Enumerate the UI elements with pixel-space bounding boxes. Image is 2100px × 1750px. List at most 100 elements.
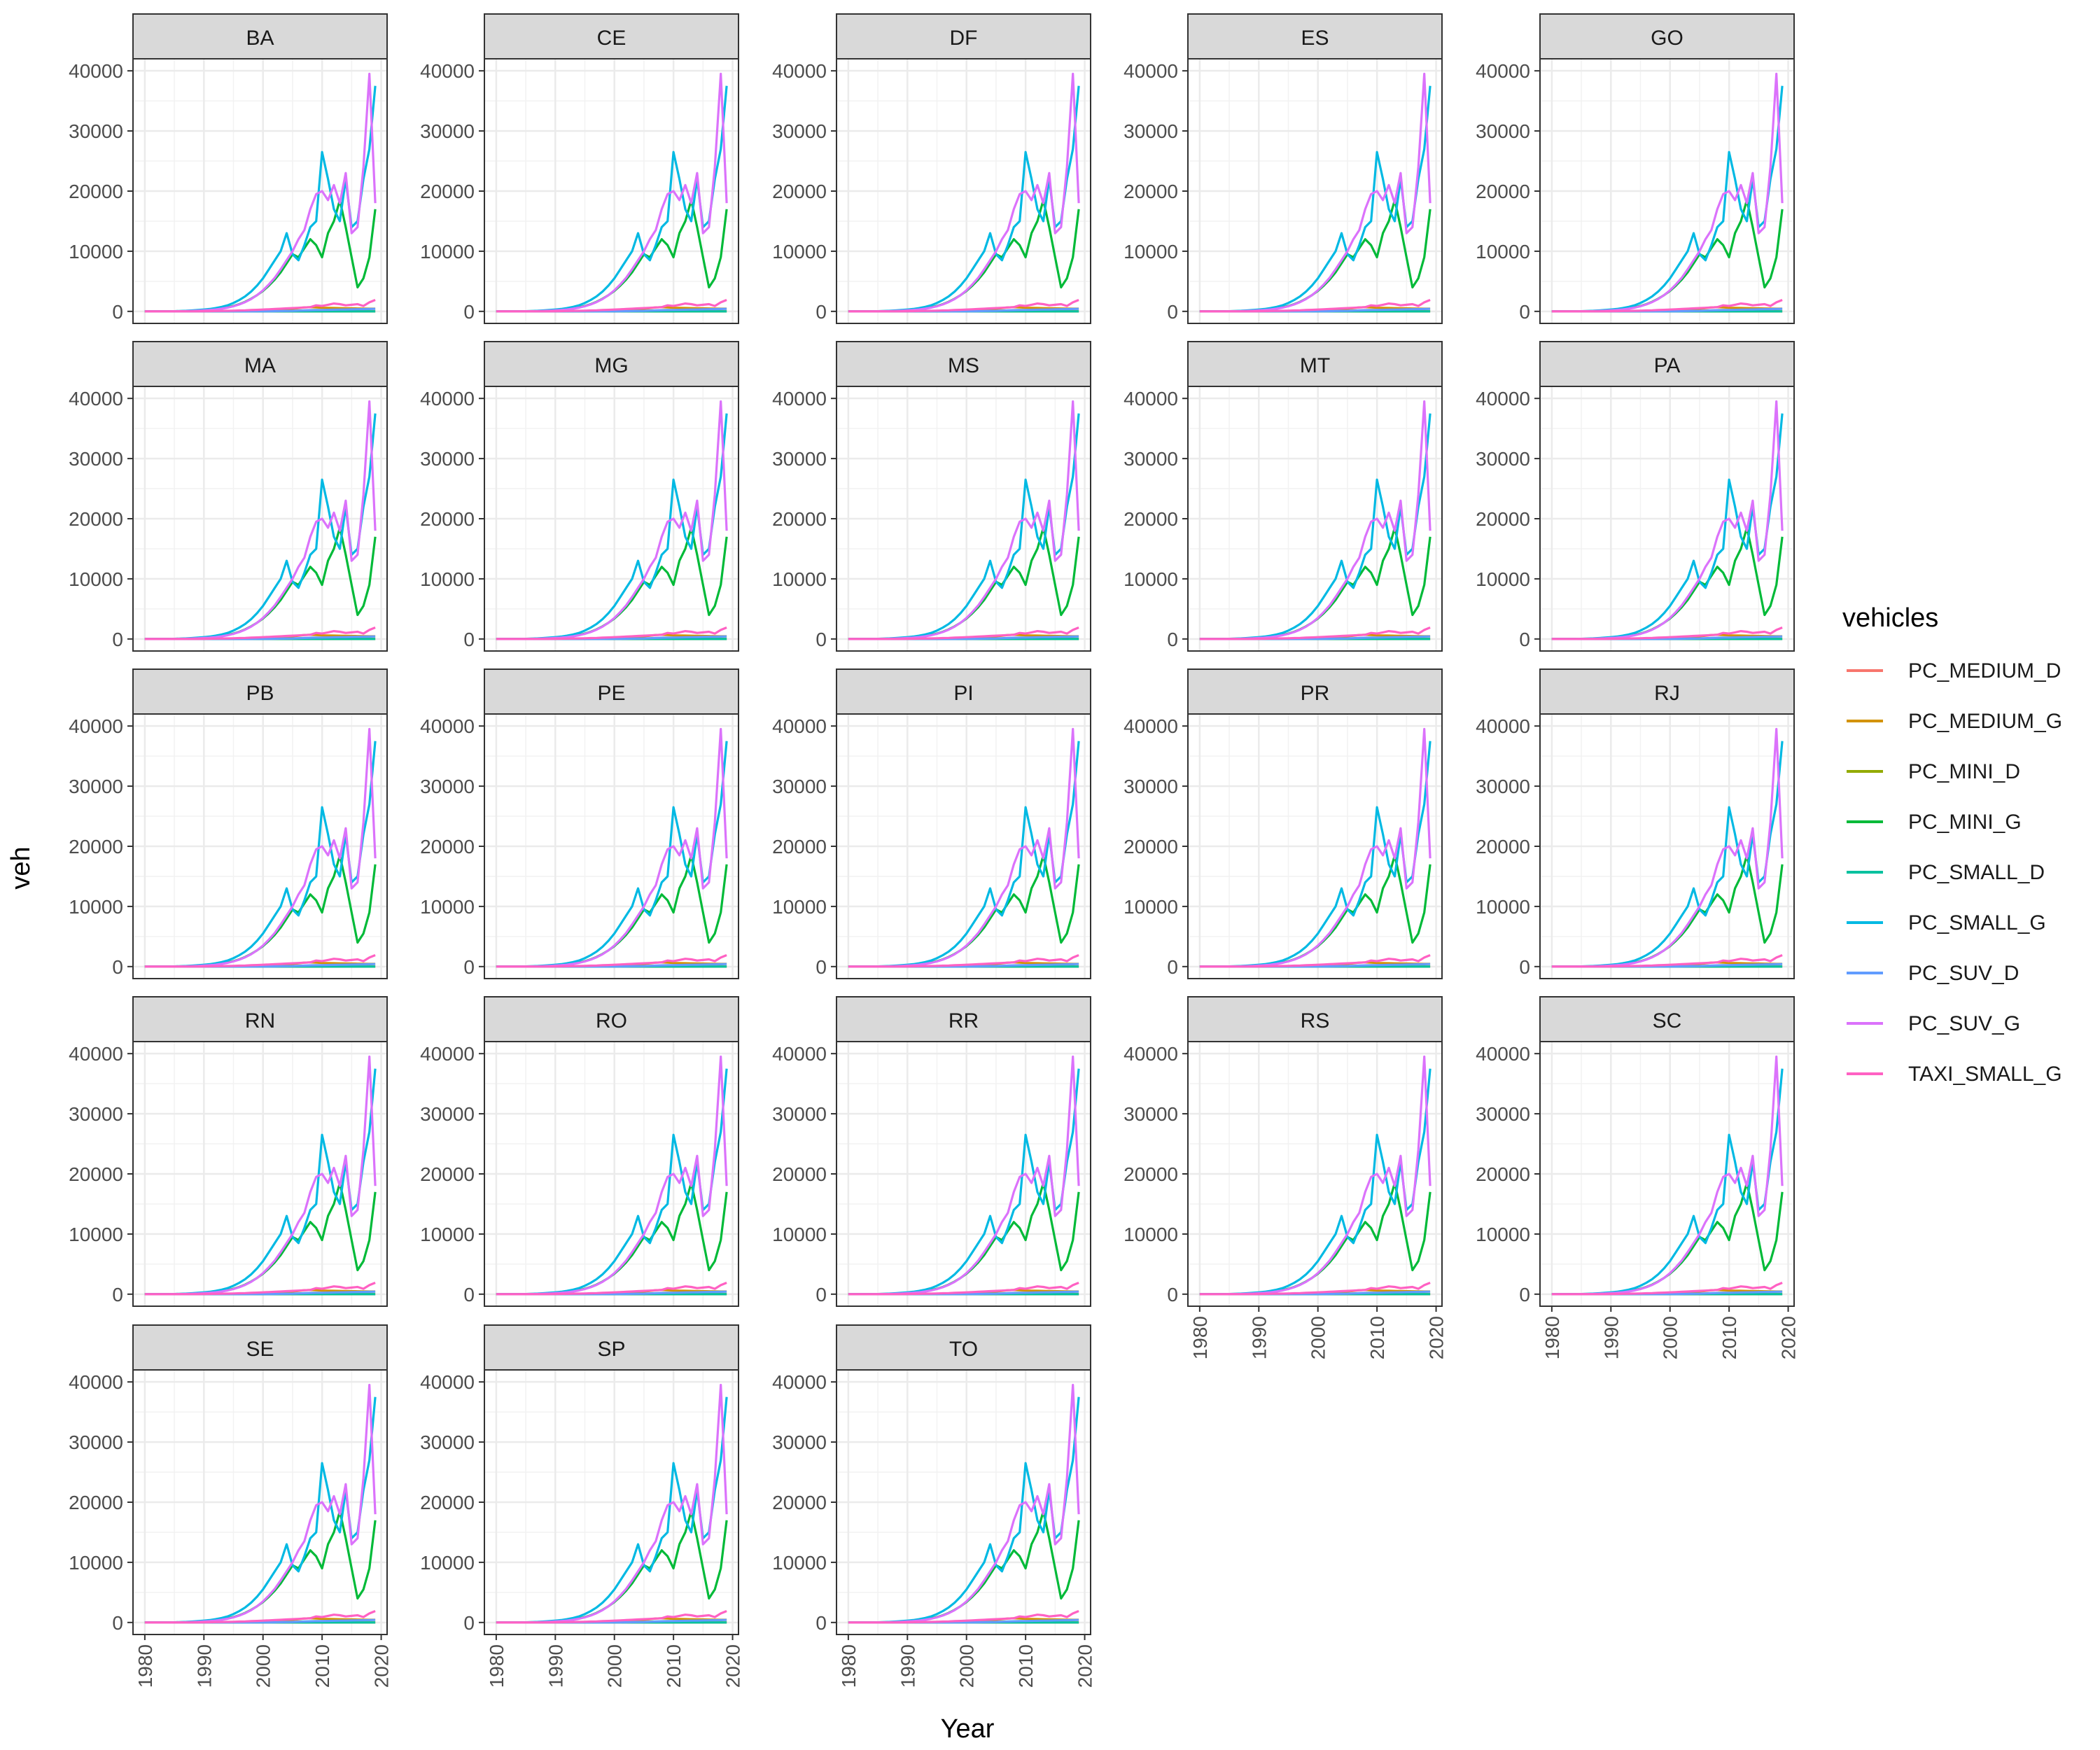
legend-item-PC_MEDIUM_G: PC_MEDIUM_G — [1847, 710, 2062, 733]
y-tick-label: 20000 — [69, 836, 123, 858]
facet-strip — [836, 996, 1091, 1042]
series-line-TAXI_SMALL_G — [848, 954, 1079, 968]
series-line-TAXI_SMALL_G — [848, 299, 1079, 313]
x-axis-title: Year — [941, 1714, 995, 1744]
y-tick-label: 30000 — [1476, 120, 1530, 142]
facet-strip — [132, 668, 388, 715]
facet-strip — [836, 13, 1091, 59]
y-tick-label: 30000 — [1476, 776, 1530, 797]
y-tick-label: 40000 — [69, 715, 123, 737]
y-tick-label: 0 — [1167, 629, 1178, 650]
y-tick-label: 20000 — [69, 1163, 123, 1185]
y-tick-label: 40000 — [772, 1371, 827, 1393]
x-tick-label: 1990 — [193, 1644, 215, 1688]
x-tick-label: 2010 — [1015, 1644, 1037, 1688]
facet-panel-RJ: RJ 0 10000 20000 30000 40000 — [1476, 668, 1795, 979]
y-tick-label: 30000 — [420, 120, 475, 142]
facet-panel-RR: RR 0 10000 20000 30000 40000 — [772, 996, 1091, 1307]
x-tick-label: 2010 — [663, 1644, 685, 1688]
y-axis-title: veh — [6, 846, 36, 889]
x-tick-label: 2000 — [253, 1644, 274, 1688]
y-tick-label: 10000 — [1476, 1224, 1530, 1245]
y-tick-label: 10000 — [420, 896, 475, 918]
y-tick-label: 30000 — [69, 448, 123, 470]
y-tick-label: 40000 — [1124, 60, 1178, 82]
y-tick-label: 10000 — [69, 1224, 123, 1245]
facet-label: MT — [1300, 354, 1330, 377]
x-tick-label: 2010 — [1718, 1316, 1740, 1359]
x-tick-label: 2000 — [956, 1644, 978, 1688]
facet-panel-RN: RN 0 10000 20000 30000 40000 — [69, 996, 388, 1307]
facet-strip — [484, 341, 739, 387]
facet-panel-CE: CE 0 10000 20000 30000 40000 — [420, 13, 739, 324]
y-tick-label: 0 — [463, 1284, 475, 1306]
series-line-TAXI_SMALL_G — [496, 1610, 727, 1624]
y-tick-label: 30000 — [1124, 776, 1178, 797]
series-line-TAXI_SMALL_G — [144, 626, 376, 640]
y-tick-label: 40000 — [69, 1371, 123, 1393]
y-tick-label: 20000 — [69, 508, 123, 530]
facet-panel-GO: GO 0 10000 20000 30000 40000 — [1476, 13, 1795, 324]
x-tick-label: 2020 — [371, 1644, 393, 1688]
y-tick-label: 10000 — [69, 568, 123, 590]
legend-item-PC_MINI_D: PC_MINI_D — [1847, 760, 2020, 783]
facet-label: BA — [246, 27, 274, 50]
legend-title: vehicles — [1842, 603, 1938, 633]
legend-label: PC_MINI_D — [1908, 760, 2020, 783]
facet-panels: BA010000200003000040000CE010000200003000… — [69, 13, 1800, 1688]
y-tick-label: 30000 — [420, 776, 475, 797]
x-tick-label: 2010 — [1366, 1316, 1388, 1359]
series-line-TAXI_SMALL_G — [144, 1282, 376, 1296]
facet-label: GO — [1651, 27, 1684, 50]
y-tick-label: 0 — [112, 301, 123, 323]
y-tick-label: 30000 — [1124, 1103, 1178, 1125]
y-tick-label: 0 — [1519, 1284, 1530, 1306]
facet-panel-RO: RO 0 10000 20000 30000 40000 — [420, 996, 739, 1307]
facet-strip — [836, 1324, 1091, 1371]
facet-label: SE — [246, 1338, 274, 1361]
facet-label: MA — [244, 354, 276, 377]
y-tick-label: 40000 — [772, 60, 827, 82]
y-tick-label: 40000 — [420, 388, 475, 410]
legend-items: PC_MEDIUM_D PC_MEDIUM_G PC_MINI_D PC_MINI_G… — [1847, 659, 2062, 1086]
y-tick-label: 0 — [112, 629, 123, 650]
series-line-TAXI_SMALL_G — [1199, 1282, 1431, 1296]
y-tick-label: 30000 — [69, 1432, 123, 1453]
series-line-TAXI_SMALL_G — [1551, 954, 1783, 968]
y-tick-label: 40000 — [1476, 60, 1530, 82]
facet-panel-MG: MG 0 10000 20000 30000 40000 — [420, 341, 739, 652]
legend-label: PC_SUV_D — [1908, 962, 2019, 985]
facet-strip — [484, 1324, 739, 1371]
series-line-TAXI_SMALL_G — [1199, 299, 1431, 313]
y-tick-label: 10000 — [420, 1552, 475, 1574]
legend-label: PC_SMALL_D — [1908, 861, 2045, 884]
legend-label: TAXI_SMALL_G — [1908, 1063, 2062, 1086]
y-tick-label: 0 — [816, 1612, 827, 1634]
y-tick-label: 20000 — [420, 836, 475, 858]
y-tick-label: 10000 — [1476, 568, 1530, 590]
facet-panel-PI: PI 0 10000 20000 30000 40000 — [772, 668, 1091, 979]
y-tick-label: 0 — [463, 956, 475, 978]
y-tick-label: 20000 — [1476, 181, 1530, 202]
y-tick-label: 0 — [1519, 301, 1530, 323]
y-tick-label: 20000 — [420, 1492, 475, 1513]
series-line-TAXI_SMALL_G — [1551, 1282, 1783, 1296]
series-line-TAXI_SMALL_G — [496, 1282, 727, 1296]
y-tick-label: 30000 — [420, 448, 475, 470]
y-tick-label: 10000 — [1124, 1224, 1178, 1245]
legend-item-PC_SUV_D: PC_SUV_D — [1847, 962, 2019, 985]
facet-label: ES — [1301, 27, 1329, 50]
legend-label: PC_SMALL_G — [1908, 911, 2046, 934]
y-tick-label: 20000 — [420, 508, 475, 530]
y-tick-label: 40000 — [420, 1371, 475, 1393]
y-tick-label: 0 — [463, 1612, 475, 1634]
y-tick-label: 30000 — [1476, 1103, 1530, 1125]
facet-panel-PB: PB 0 10000 20000 30000 40000 — [69, 668, 388, 979]
facet-strip — [1187, 13, 1443, 59]
facet-label: MS — [948, 354, 979, 377]
y-tick-label: 40000 — [69, 60, 123, 82]
legend-item-PC_SMALL_G: PC_SMALL_G — [1847, 911, 2046, 934]
y-tick-label: 30000 — [420, 1103, 475, 1125]
y-tick-label: 40000 — [1476, 715, 1530, 737]
y-tick-label: 40000 — [1476, 1043, 1530, 1065]
